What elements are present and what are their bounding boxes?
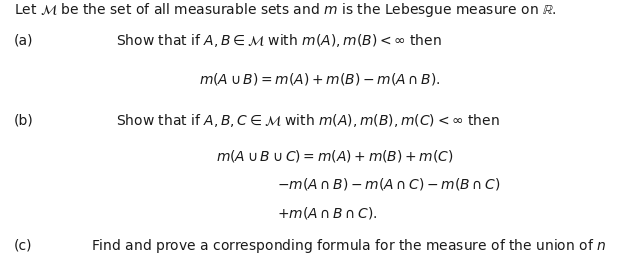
- Text: Show that if $A, B, C \in \mathcal{M}$ with $m(A), m(B), m(C) < \infty$ then: Show that if $A, B, C \in \mathcal{M}$ w…: [116, 112, 500, 129]
- Text: $m(A \cup B \cup C) = m(A) + m(B) + m(C)$: $m(A \cup B \cup C) = m(A) + m(B) + m(C)…: [216, 148, 454, 164]
- Text: (b): (b): [14, 114, 34, 128]
- Text: (c): (c): [14, 239, 33, 253]
- Text: $m(A \cup B) = m(A) + m(B) - m(A \cap B).$: $m(A \cup B) = m(A) + m(B) - m(A \cap B)…: [199, 71, 440, 87]
- Text: Show that if $A, B \in \mathcal{M}$ with $m(A), m(B) < \infty$ then: Show that if $A, B \in \mathcal{M}$ with…: [116, 32, 442, 49]
- Text: (a): (a): [14, 34, 33, 48]
- Text: Let $\mathcal{M}$ be the set of all measurable sets and $m$ is the Lebesgue meas: Let $\mathcal{M}$ be the set of all meas…: [14, 1, 557, 19]
- Text: $+ m(A \cap B \cap C).$: $+ m(A \cap B \cap C).$: [277, 205, 378, 221]
- Text: Find and prove a corresponding formula for the measure of the union of $n$: Find and prove a corresponding formula f…: [91, 237, 606, 255]
- Text: $- m(A \cap B) - m(A \cap C) - m(B \cap C)$: $- m(A \cap B) - m(A \cap C) - m(B \cap …: [277, 176, 500, 192]
